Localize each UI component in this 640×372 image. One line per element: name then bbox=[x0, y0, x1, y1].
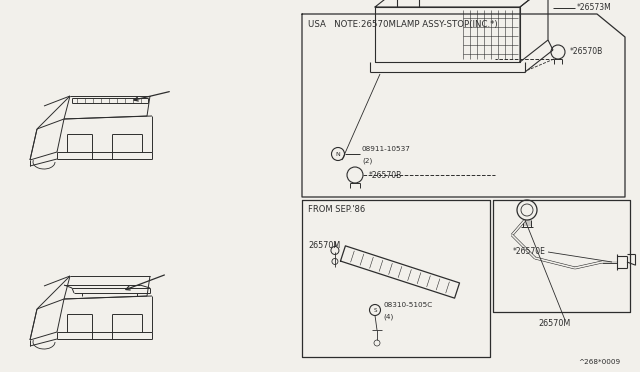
Text: FROM SEP.'86: FROM SEP.'86 bbox=[308, 205, 365, 215]
Text: *26573M: *26573M bbox=[577, 3, 612, 13]
Text: 08911-10537: 08911-10537 bbox=[362, 146, 411, 152]
Text: (2): (2) bbox=[362, 158, 372, 164]
Text: *26570B: *26570B bbox=[570, 48, 604, 57]
Text: ^268*0009: ^268*0009 bbox=[578, 359, 620, 365]
Text: (4): (4) bbox=[383, 314, 393, 320]
Text: N: N bbox=[335, 151, 340, 157]
Text: *26570B: *26570B bbox=[369, 170, 403, 180]
Text: *26570E: *26570E bbox=[513, 247, 546, 257]
Text: 08310-5105C: 08310-5105C bbox=[383, 302, 432, 308]
Text: 26570M: 26570M bbox=[308, 241, 340, 250]
Text: S: S bbox=[373, 308, 377, 312]
Text: 26570M: 26570M bbox=[538, 320, 570, 328]
Text: USA   NOTE:26570MLAMP ASSY-STOP(INC.*): USA NOTE:26570MLAMP ASSY-STOP(INC.*) bbox=[308, 19, 498, 29]
